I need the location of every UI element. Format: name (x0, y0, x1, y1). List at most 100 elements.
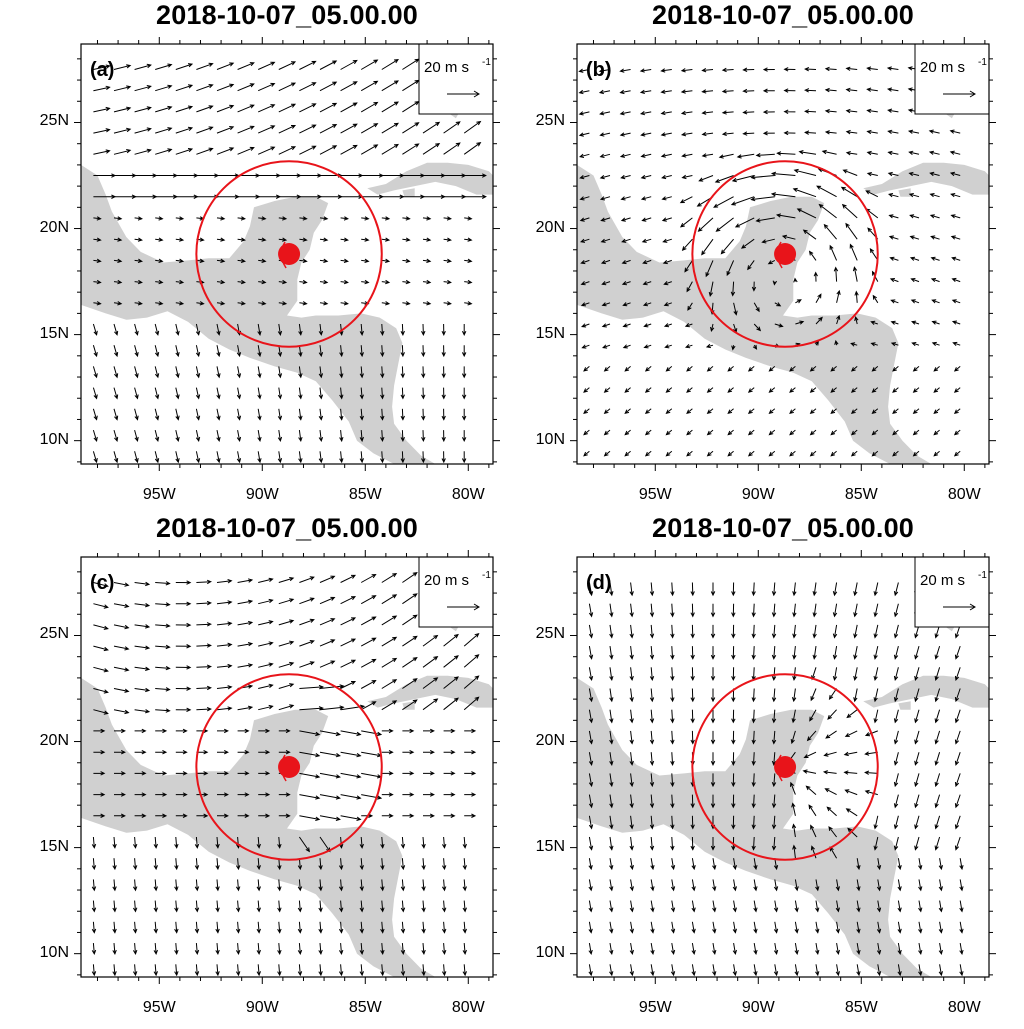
wind-vector (934, 709, 941, 724)
wind-vector (422, 216, 432, 221)
wind-vector (934, 752, 941, 766)
wind-vector (236, 408, 242, 421)
wind-vector (421, 387, 426, 400)
wind-vector (938, 943, 943, 956)
wind-vector (361, 194, 384, 199)
wind-vector (930, 256, 940, 261)
wind-vector (461, 408, 467, 421)
wind-vector (421, 408, 426, 421)
wind-vector (712, 921, 717, 934)
lat-tick-label: 25N (39, 625, 69, 643)
wind-vector (600, 259, 611, 265)
wind-vector (578, 89, 590, 95)
lon-tick-label: 90W (245, 999, 279, 1016)
wind-vector (361, 794, 383, 800)
wind-vector (360, 80, 379, 92)
wind-vector (850, 450, 858, 457)
wind-vector (629, 900, 634, 913)
wind-vector (773, 964, 779, 977)
wind-vector (318, 430, 324, 443)
wind-vector (402, 258, 411, 263)
wind-vector (422, 698, 439, 711)
wind-vector (464, 237, 473, 242)
wind-vector (174, 964, 179, 977)
wind-vector (792, 603, 797, 618)
wind-vector (299, 618, 315, 626)
wind-vector (954, 815, 961, 830)
wind-vector (609, 730, 614, 745)
wind-vector (686, 450, 693, 457)
panel-c: (c) 20 m s -1 (74, 550, 500, 984)
wind-vector (299, 279, 308, 285)
lon-tick-label: 80W (451, 999, 485, 1016)
wind-vector (361, 216, 370, 221)
panel-title: 2018-10-07_05.00.00 (651, 513, 915, 543)
wind-vector (588, 943, 593, 956)
wind-vector (258, 749, 271, 755)
wind-vector (93, 128, 111, 134)
wind-vector (853, 646, 858, 660)
wind-vector (798, 150, 817, 155)
wind-vector (421, 345, 426, 358)
wind-vector (237, 663, 254, 668)
wind-vector (175, 813, 188, 818)
wind-vector (340, 279, 349, 285)
wind-vector (742, 110, 755, 115)
wind-vector (112, 879, 117, 892)
wind-vector (809, 709, 817, 722)
wind-vector (751, 646, 756, 660)
wind-vector (443, 258, 452, 263)
wind-vector (732, 900, 737, 913)
wind-vector (897, 964, 902, 977)
wind-vector (277, 921, 282, 934)
wind-vector (815, 943, 820, 956)
wind-vector (771, 709, 777, 724)
wind-vector (93, 301, 102, 306)
wind-vector (134, 813, 147, 818)
wind-vector (237, 792, 250, 797)
wind-vector (422, 258, 432, 263)
wind-vector (340, 659, 357, 668)
wind-vector (422, 301, 432, 306)
wind-vector (278, 661, 295, 668)
wind-vector (92, 451, 98, 464)
wind-vector (846, 709, 858, 719)
wind-vector (794, 900, 799, 913)
wind-vector (93, 666, 109, 673)
wind-vector (360, 101, 379, 113)
wind-vector (134, 148, 152, 155)
wind-vector (175, 665, 192, 670)
wind-vector (873, 667, 879, 682)
wind-vector (155, 708, 171, 713)
wind-vector (381, 615, 398, 626)
wind-vector (751, 794, 756, 809)
wind-vector (153, 900, 158, 913)
wind-vector (789, 429, 796, 436)
wind-vector (132, 921, 138, 934)
wind-vector (710, 667, 716, 682)
wind-vector (892, 429, 899, 436)
wind-vector (649, 773, 655, 788)
wind-vector (710, 688, 716, 703)
wind-vector (134, 771, 147, 776)
wind-vector (670, 624, 675, 639)
wind-vector (951, 256, 961, 261)
wind-vector (609, 794, 614, 809)
wind-vector (155, 665, 171, 671)
wind-vector (339, 366, 344, 379)
wind-vector (443, 633, 459, 647)
wind-vector (360, 144, 379, 155)
wind-vector (464, 792, 477, 797)
wind-vector (277, 323, 283, 336)
land-3 (493, 258, 503, 267)
wind-vector (278, 619, 295, 626)
wind-vector (731, 624, 736, 639)
wind-vector (794, 921, 799, 934)
wind-vector (194, 836, 200, 849)
wind-vector (954, 709, 961, 724)
wind-vector (929, 171, 940, 177)
wind-vector (959, 900, 964, 913)
reference-vector-exponent: -1 (978, 570, 987, 581)
wind-vector (640, 132, 652, 137)
land-0 (81, 677, 436, 977)
